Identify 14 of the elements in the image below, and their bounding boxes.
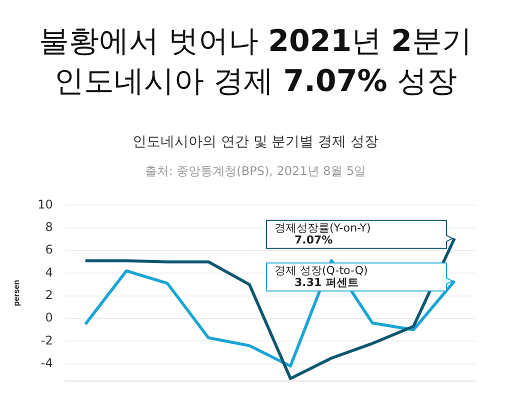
y-tick-label: 10 [38,197,53,212]
y-tick-label: 0 [45,310,53,325]
chart-title: 불황에서 벗어나 2021년 2분기 인도네시아 경제 7.07% 성장 [39,24,472,99]
chart-subtitle: 인도네시아의 연간 및 분기별 경제 성장 [131,133,380,151]
y-tick-label: 6 [45,242,53,257]
annotation: 경제 성장(Q-to-Q) 3.31 퍼센트 [274,264,368,289]
y-tick-label: -2 [40,333,53,348]
y-tick-label: 2 [45,288,53,302]
y-tick-label: 8 [45,220,53,234]
source-note: 출처: 중앙통계청(BPS), 2021년 8월 5일 [144,163,368,180]
y-tick-label: -4 [40,356,53,370]
annotation: 경제성장률(Y-on-Y) 7.07% [274,221,371,246]
y-tick-label: 4 [45,265,53,280]
y-axis-title: persen [12,280,22,306]
